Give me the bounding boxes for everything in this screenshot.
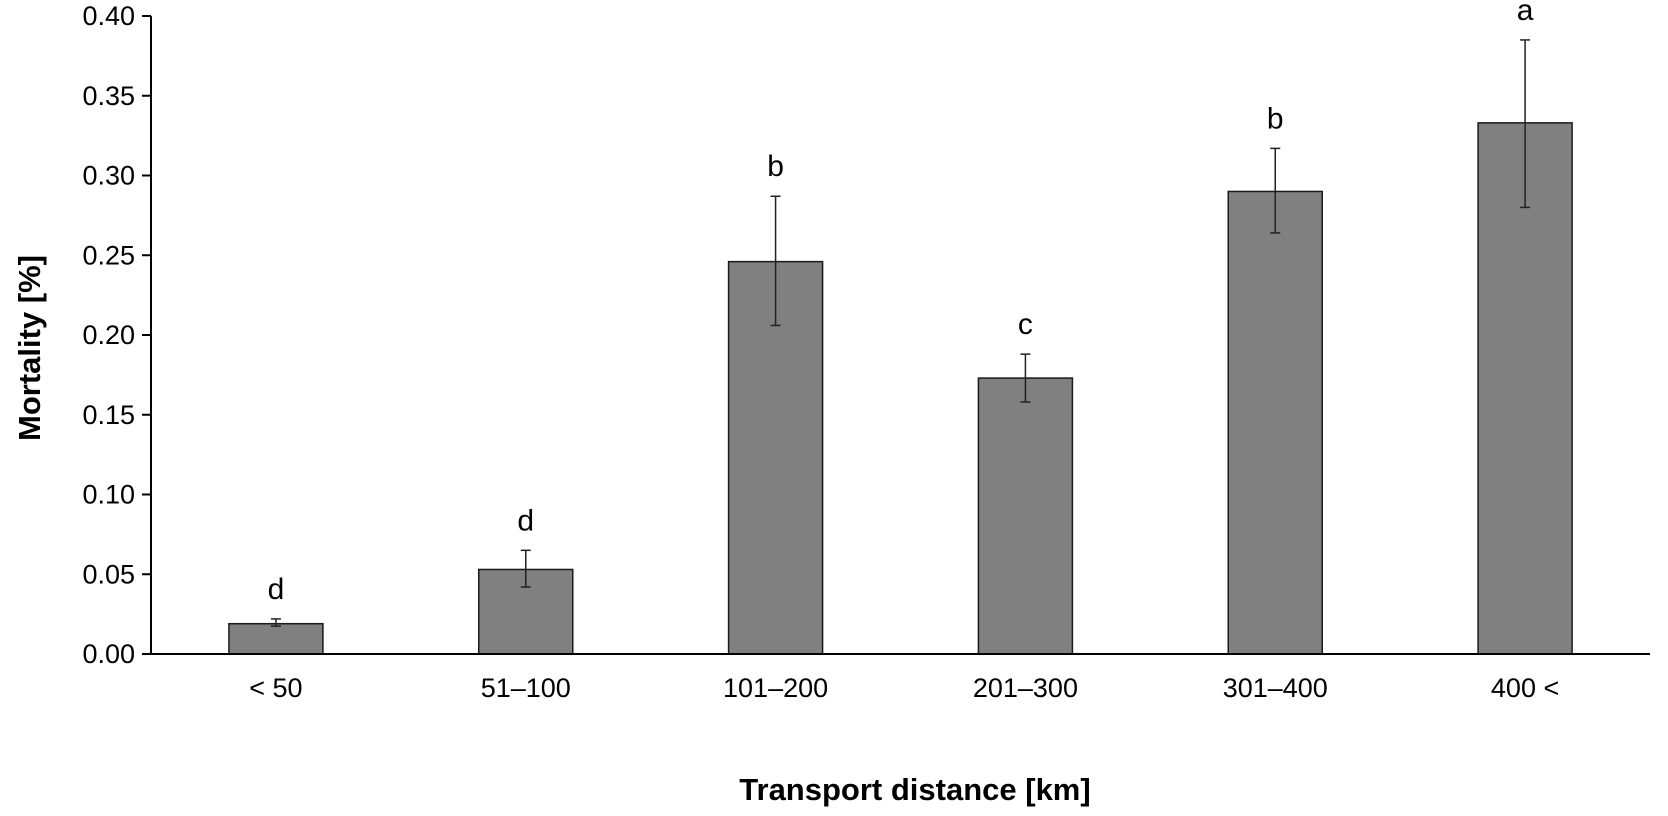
x-tick-label: < 50 — [249, 673, 302, 703]
x-axis-title: Transport distance [km] — [739, 772, 1090, 807]
y-tick-label: 0.40 — [82, 1, 135, 31]
x-tick-label: 51–100 — [481, 673, 571, 703]
x-tick-label: 301–400 — [1223, 673, 1328, 703]
bar — [1227, 190, 1323, 655]
significance-letter: c — [1018, 308, 1033, 341]
significance-letter: d — [268, 573, 285, 606]
bar — [727, 260, 824, 655]
significance-letter: b — [1267, 102, 1284, 135]
x-tick-label: 101–200 — [723, 673, 828, 703]
bar — [228, 622, 324, 655]
y-tick-label: 0.25 — [82, 240, 135, 270]
y-tick-label: 0.10 — [82, 480, 135, 510]
x-tick-label: 201–300 — [973, 673, 1078, 703]
bar — [977, 377, 1074, 655]
y-tick-label: 0.05 — [82, 559, 135, 589]
y-tick-label: 0.15 — [82, 400, 135, 430]
significance-letter: d — [517, 504, 534, 537]
x-tick-label: 400 < — [1491, 673, 1559, 703]
significance-letter: a — [1517, 0, 1534, 27]
y-tick-label: 0.20 — [82, 320, 135, 350]
y-tick-label: 0.35 — [82, 81, 135, 111]
significance-letter: b — [767, 150, 784, 183]
plot-area: 0.00 0.05 0.10 0.15 0.20 0.25 0.30 0.35 0.40 d < 5… — [82, 0, 1650, 703]
y-axis-title: Mortality [%] — [12, 255, 47, 441]
y-tick-label: 0.00 — [82, 639, 135, 669]
y-tick-label: 0.30 — [82, 161, 135, 191]
